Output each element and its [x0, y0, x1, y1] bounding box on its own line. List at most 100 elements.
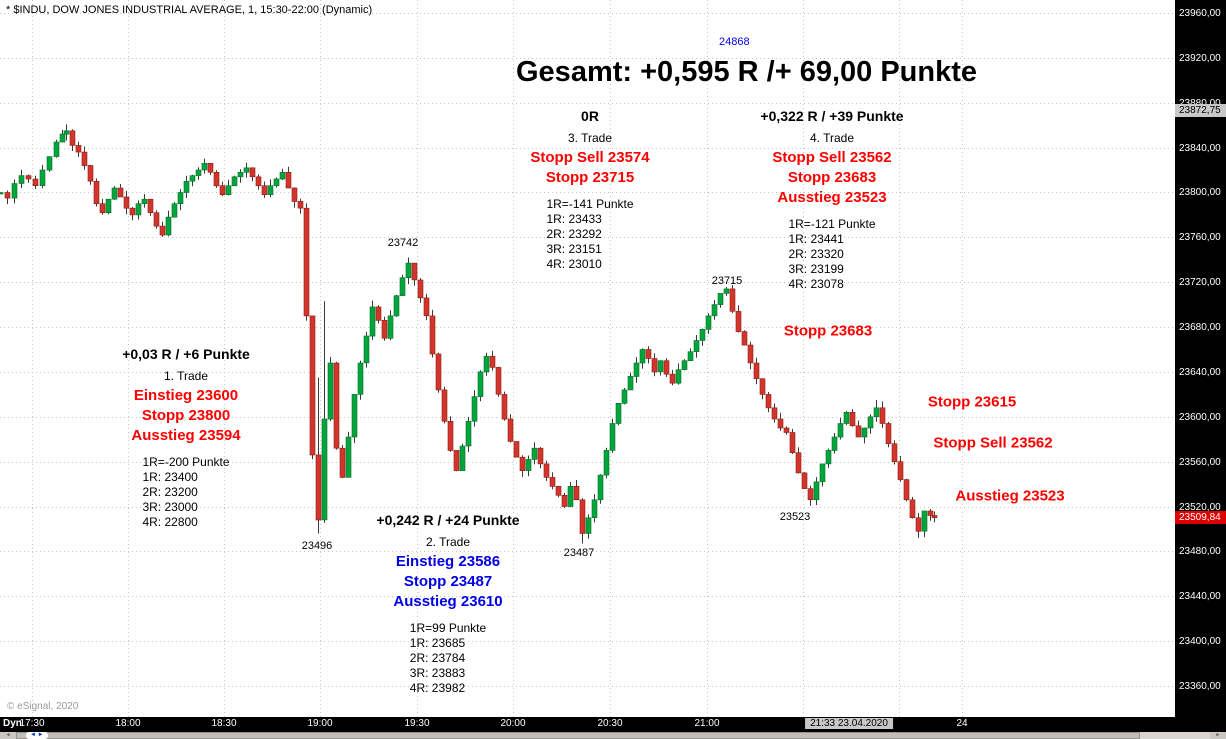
candle — [639, 349, 646, 364]
candle — [237, 172, 244, 178]
risk-level-line: 1R: 23400 — [142, 470, 198, 484]
candle — [369, 306, 376, 337]
candle — [465, 420, 472, 447]
page-right-icon[interactable]: ► — [37, 732, 44, 738]
candle — [53, 141, 60, 157]
candle — [117, 187, 124, 198]
candle — [771, 407, 778, 420]
candle — [795, 452, 802, 474]
candle — [735, 311, 742, 332]
candle — [255, 176, 262, 187]
price-axis[interactable]: 23960,00 23920,00 23880,00 23840,00 23800,00… — [1175, 0, 1226, 717]
candle — [93, 181, 100, 205]
candle — [765, 394, 772, 409]
page-scroll-buttons[interactable]: ◄ ► — [26, 732, 48, 739]
candle — [705, 315, 712, 330]
chart-region[interactable]: +0,03 R / +6 Punkte 1. Trade Einstieg 2360… — [0, 0, 1175, 717]
price-tick: 23840,00 — [1179, 142, 1221, 154]
price-tick: 23360,00 — [1179, 681, 1221, 692]
candle — [711, 304, 718, 317]
time-tick: 18:30 — [211, 718, 237, 729]
trade-signal-line: Stopp 23800 — [141, 407, 231, 424]
candle — [651, 358, 658, 373]
candle — [321, 418, 328, 521]
candle — [63, 130, 70, 135]
candle — [501, 394, 508, 420]
risk-levels: 1R=-141 Punkte 1R: 23433 2R: 23292 3R: 2315… — [546, 197, 633, 272]
candle — [429, 315, 436, 355]
candle — [531, 447, 538, 460]
price-tick: 23880,00 — [1179, 98, 1221, 109]
candle — [375, 306, 382, 321]
candle — [279, 172, 286, 180]
risk-level-line: 1R: 23685 — [409, 636, 466, 650]
price-tick: 23720,00 — [1179, 277, 1221, 289]
candle — [513, 441, 520, 458]
candle — [861, 427, 868, 438]
candle — [87, 165, 94, 182]
candle — [32, 178, 39, 186]
price-tick: 23600,00 — [1179, 411, 1221, 423]
trade-name: 4. Trade — [809, 131, 855, 145]
candle — [537, 447, 544, 465]
trade-signal-line: Stopp 23715 — [545, 169, 635, 186]
scroll-right-arrow-icon[interactable]: ► — [1210, 732, 1226, 739]
trade-signal-line: Stopp 23487 — [403, 573, 493, 590]
candle — [411, 262, 418, 281]
candle — [573, 485, 580, 501]
price-tick: 23680,00 — [1179, 322, 1221, 334]
candle — [285, 172, 292, 189]
candle — [477, 371, 484, 397]
candle — [327, 362, 334, 420]
candlestick-chart[interactable] — [0, 0, 1175, 717]
dyn-button[interactable]: Dyn — [3, 718, 22, 729]
candle — [363, 335, 370, 364]
candle — [855, 425, 862, 438]
candle — [417, 279, 424, 299]
reference-price-label: 23872,75 — [1175, 103, 1226, 117]
risk-level-line: 3R: 23151 — [546, 242, 602, 256]
risk-level-line: 2R: 23320 — [788, 247, 844, 261]
candle — [873, 407, 880, 418]
candle — [25, 175, 32, 180]
candle — [75, 145, 82, 153]
candle — [4, 192, 11, 199]
time-tick: 20:00 — [500, 718, 526, 729]
candle — [885, 423, 892, 445]
time-axis[interactable]: Dyn 17:30 18:00 18:30 19:00 19:30 20:00 20:30 2… — [0, 717, 1226, 732]
candle — [447, 420, 454, 451]
candle — [519, 456, 526, 472]
scroll-left-arrow-icon[interactable]: ◄ — [0, 732, 16, 739]
candle — [297, 201, 304, 209]
candle — [549, 477, 556, 487]
trade-signal-line: Stopp Sell 23562 — [772, 149, 892, 166]
risk-level-line: 3R: 23000 — [142, 500, 198, 514]
candle — [393, 295, 400, 317]
trade-annotation-2: +0,242 R / +24 Punkte 2. Trade Einstieg 23… — [353, 512, 543, 697]
candle — [663, 360, 670, 375]
candle — [351, 394, 358, 438]
stop-level-label: Ausstieg 23523 — [955, 487, 1065, 505]
candle — [39, 169, 46, 186]
candle — [633, 362, 640, 377]
last-price-label: 23509,84 — [1175, 510, 1226, 524]
candle — [561, 494, 568, 507]
candle — [213, 172, 220, 187]
candle — [129, 207, 136, 216]
risk-level-line: 2R: 23292 — [546, 227, 602, 241]
trade-signal-line: Einstieg 23586 — [395, 553, 501, 570]
candle — [831, 436, 838, 451]
candle — [753, 362, 760, 379]
trade-signal-line: Stopp Sell 23574 — [530, 149, 650, 166]
candle — [225, 185, 232, 195]
risk-level-line: 4R: 23010 — [546, 257, 602, 271]
candle — [747, 344, 754, 364]
page-left-icon[interactable]: ◄ — [30, 732, 36, 738]
candle — [495, 367, 502, 395]
trade-summary: +0,242 R / +24 Punkte — [376, 512, 520, 528]
horizontal-scrollbar[interactable]: ◄ ◄ ► ► — [0, 732, 1226, 739]
scrollbar-thumb[interactable] — [16, 732, 1140, 739]
candle — [273, 178, 280, 186]
trade-annotation-1: +0,03 R / +6 Punkte 1. Trade Einstieg 2360… — [91, 346, 281, 531]
candle — [387, 315, 394, 339]
